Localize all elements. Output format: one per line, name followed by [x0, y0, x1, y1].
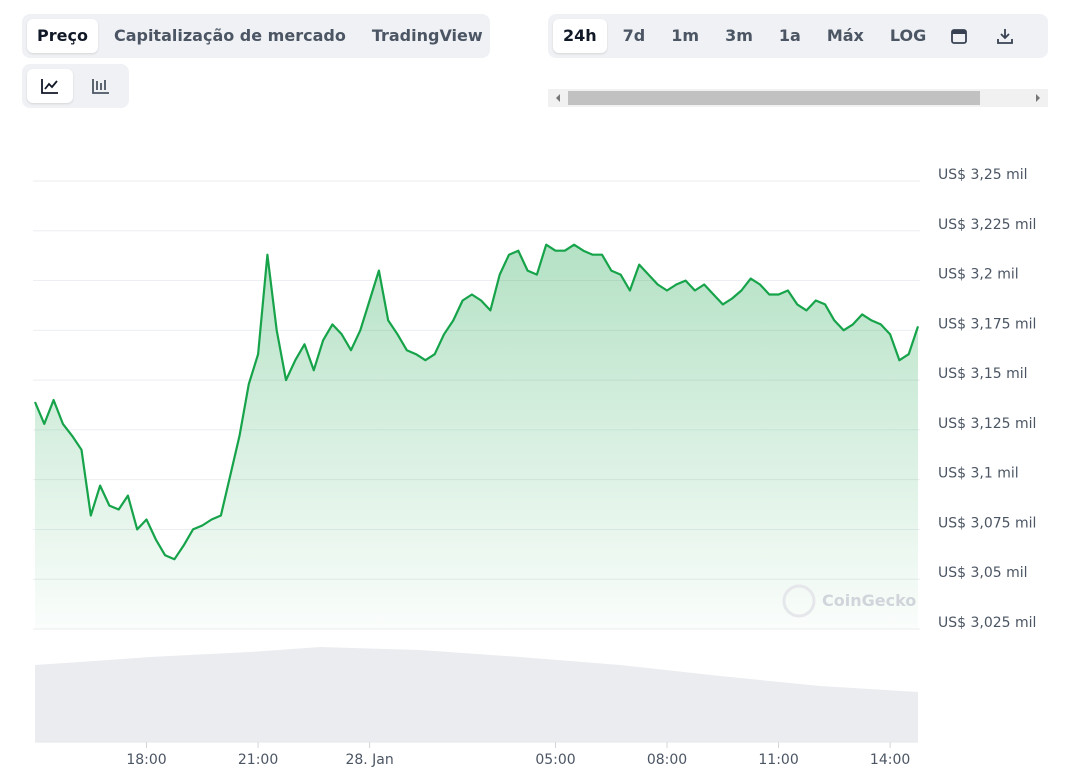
y-tick-label: US$ 3,25 mil [938, 167, 1028, 183]
scrollbar[interactable] [548, 89, 1048, 107]
range[interactable]: 1m [671, 26, 700, 45]
calendar-button[interactable] [936, 19, 982, 53]
y-tick-label: US$ 3,225 mil [938, 217, 1036, 233]
y-tick-label: US$ 3,075 mil [938, 515, 1036, 531]
y-tick-label: US$ 3,1 mil [938, 466, 1019, 482]
x-tick-label: 14:00 [870, 752, 910, 768]
tab[interactable]: Preço [27, 19, 98, 53]
x-tick-label: 18:00 [126, 752, 166, 768]
tab[interactable]: TradingView [371, 26, 483, 45]
range[interactable]: 3m [725, 26, 753, 45]
range[interactable]: 1a [778, 26, 801, 45]
download-icon [997, 29, 1014, 44]
y-tick-label: US$ 3,025 mil [938, 615, 1036, 631]
range[interactable]: LOG [889, 26, 927, 45]
watermark-text: CoinGecko [822, 591, 916, 610]
x-tick-label: 11:00 [758, 752, 798, 768]
view-tabs: Preço Capitalização de mercado TradingVi… [22, 14, 490, 58]
x-tick-label: 28. Jan [345, 752, 393, 768]
range[interactable]: Máx [826, 26, 864, 45]
line-icon [40, 79, 58, 94]
y-tick-label: US$ 3,125 mil [938, 416, 1036, 432]
candle-icon [92, 79, 110, 94]
y-tick-label: US$ 3,2 mil [938, 267, 1019, 283]
x-tick-label: 08:00 [647, 752, 687, 768]
chart-style-tabs [22, 64, 129, 108]
y-tick-label: US$ 3,175 mil [938, 316, 1036, 332]
line-chart-button[interactable] [27, 69, 73, 103]
range[interactable]: 7d [622, 26, 646, 45]
y-tick-label: US$ 3,15 mil [938, 366, 1028, 382]
range-tabs: 24h 7d 1m 3m 1a Máx LOG [548, 14, 1048, 58]
x-tick-label: 21:00 [238, 752, 278, 768]
area [35, 244, 918, 629]
range[interactable]: 24h [553, 19, 607, 53]
tab[interactable]: Capitalização de mercado [113, 26, 346, 45]
volume-bars [35, 647, 918, 742]
calendar-icon [951, 29, 968, 44]
scroll-thumb[interactable] [568, 91, 980, 105]
y-tick-label: US$ 3,05 mil [938, 565, 1028, 581]
watermark: CoinGecko [782, 584, 916, 618]
candle-chart-button[interactable] [79, 69, 125, 103]
download-button[interactable] [982, 19, 1028, 53]
price-line [33, 243, 920, 561]
x-tick-label: 05:00 [535, 752, 575, 768]
